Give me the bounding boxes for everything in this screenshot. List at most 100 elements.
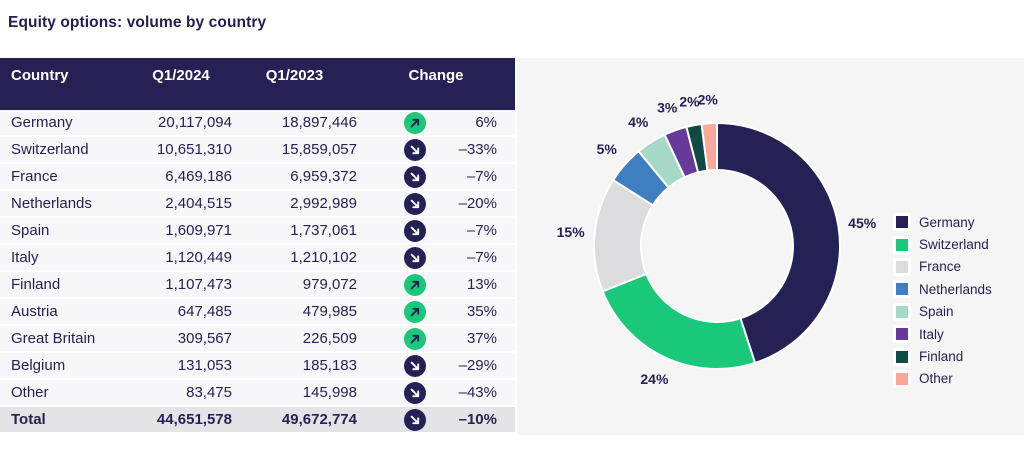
cell-country: Great Britain (11, 330, 96, 347)
cell-country: Italy (11, 249, 39, 266)
cell-q1-2023: 226,509 (302, 330, 357, 347)
cell-q1-2023: 979,072 (302, 276, 357, 293)
cell-q1-2023: 479,985 (302, 303, 357, 320)
cell-country: France (11, 168, 58, 185)
legend-label: Finland (919, 349, 964, 365)
cell-q1-2024: 6,469,186 (165, 168, 232, 185)
cell-q1-2023: 1,737,061 (290, 222, 357, 239)
donut-percent-label: 15% (557, 224, 586, 240)
change-percent: –29% (458, 357, 497, 374)
cell-q1-2024: 647,485 (177, 303, 232, 320)
trend-down-icon (404, 219, 426, 242)
cell-change: –7% (357, 165, 515, 188)
table-row: Spain 1,609,971 1,737,061 –7% (0, 218, 515, 245)
cell-country: Germany (11, 114, 73, 131)
table-row: Great Britain 309,567 226,509 37% (0, 326, 515, 353)
cell-q1-2023: 49,672,774 (281, 411, 357, 428)
column-header-change: Change (408, 67, 464, 84)
cell-q1-2024: 1,107,473 (165, 276, 232, 293)
legend-label: Switzerland (919, 237, 989, 253)
change-percent: –10% (458, 411, 497, 428)
donut-percent-label: 2% (698, 91, 719, 107)
trend-up-icon (404, 300, 426, 323)
cell-q1-2024: 309,567 (177, 330, 232, 347)
legend-item-other: Other (893, 368, 992, 390)
donut-slice-other (700, 122, 718, 172)
change-percent: –43% (458, 384, 497, 401)
cell-q1-2024: 10,651,310 (156, 141, 232, 158)
table-row: Other 83,475 145,998 –43% (0, 380, 515, 407)
volume-table: Country Q1/2024 Q1/2023 Change Germany 20… (0, 58, 515, 434)
trend-down-icon (404, 192, 426, 215)
cell-country: Other (11, 384, 49, 401)
donut-percent-label: 24% (640, 371, 669, 387)
legend-item-germany: Germany (893, 211, 992, 233)
cell-q1-2024: 2,404,515 (165, 195, 232, 212)
legend-swatch (893, 369, 911, 388)
legend-swatch (893, 302, 911, 321)
trend-down-icon (404, 354, 426, 377)
cell-change: –7% (357, 219, 515, 242)
table-row: Switzerland 10,651,310 15,859,057 –33% (0, 137, 515, 164)
cell-change: –29% (357, 354, 515, 377)
cell-change: 35% (357, 300, 515, 323)
table-row: Belgium 131,053 185,183 –29% (0, 353, 515, 380)
change-percent: –7% (466, 249, 497, 266)
donut-slice-switzerland (601, 272, 757, 370)
table-row-total: Total 44,651,578 49,672,774 –10% (0, 407, 515, 434)
cell-q1-2024: 1,120,449 (165, 249, 232, 266)
legend-item-netherlands: Netherlands (893, 278, 992, 300)
cell-change: –20% (357, 192, 515, 215)
cell-q1-2024: 1,609,971 (165, 222, 232, 239)
change-percent: 13% (466, 276, 497, 293)
chart-legend: Germany Switzerland France Netherlands Spain… (893, 211, 992, 390)
change-percent: 6% (475, 114, 497, 131)
legend-item-finland: Finland (893, 345, 992, 367)
table-row: Finland 1,107,473 979,072 13% (0, 272, 515, 299)
cell-change: 37% (357, 327, 515, 350)
cell-q1-2023: 2,992,989 (290, 195, 357, 212)
cell-q1-2023: 185,183 (302, 357, 357, 374)
change-percent: 37% (466, 330, 497, 347)
cell-q1-2023: 145,998 (302, 384, 357, 401)
cell-country: Total (11, 411, 46, 428)
table-row: Germany 20,117,094 18,897,446 6% (0, 110, 515, 137)
donut-slice-germany (716, 122, 841, 364)
donut-percent-label: 3% (657, 100, 678, 116)
donut-chart-panel: 45% 24% 15% 5% 4% 3% 2% 2% Germany Switzerland Fr… (517, 58, 1024, 435)
legend-swatch (893, 235, 911, 254)
legend-swatch (893, 257, 911, 276)
trend-down-icon (404, 381, 426, 404)
legend-swatch (893, 325, 911, 344)
table-row: Italy 1,120,449 1,210,102 –7% (0, 245, 515, 272)
change-percent: 35% (466, 303, 497, 320)
cell-country: Finland (11, 276, 61, 293)
legend-label: Italy (919, 326, 944, 342)
change-percent: –7% (466, 168, 497, 185)
cell-country: Netherlands (11, 195, 92, 212)
table-row: Netherlands 2,404,515 2,992,989 –20% (0, 191, 515, 218)
cell-q1-2023: 6,959,372 (290, 168, 357, 185)
trend-up-icon (404, 327, 426, 350)
cell-change: 13% (357, 273, 515, 296)
table-body: Germany 20,117,094 18,897,446 6% Switzerland… (0, 110, 515, 434)
donut-percent-label: 5% (597, 141, 618, 157)
cell-change: –33% (357, 138, 515, 161)
legend-item-france: France (893, 256, 992, 278)
legend-swatch (893, 213, 911, 232)
cell-change: –7% (357, 246, 515, 269)
table-header-row: Country Q1/2024 Q1/2023 Change (0, 58, 515, 110)
table-row: Austria 647,485 479,985 35% (0, 299, 515, 326)
legend-swatch (893, 347, 911, 366)
cell-country: Switzerland (11, 141, 89, 158)
cell-q1-2023: 18,897,446 (281, 114, 357, 131)
cell-change: –43% (357, 381, 515, 404)
change-percent: –7% (466, 222, 497, 239)
legend-label: Spain (919, 304, 954, 320)
cell-change: –10% (357, 408, 515, 431)
legend-item-spain: Spain (893, 301, 992, 323)
trend-down-icon (404, 246, 426, 269)
cell-country: Belgium (11, 357, 66, 374)
legend-label: Germany (919, 214, 975, 230)
trend-up-icon (404, 111, 426, 134)
